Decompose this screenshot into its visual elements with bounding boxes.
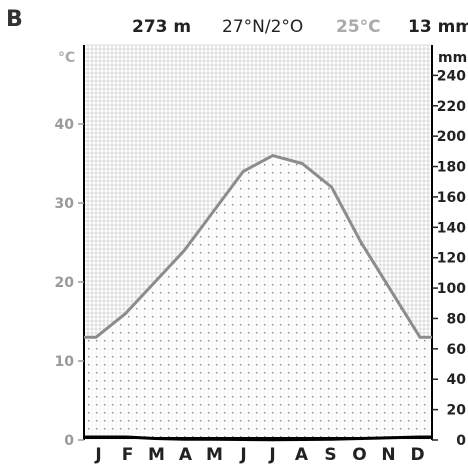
month-label: F [122,445,134,465]
precipitation-points [95,436,421,441]
precipitation-point [419,436,421,438]
temperature-point [419,336,421,339]
left-tick-label: 20 [55,275,75,291]
dry-season-area [84,155,432,440]
precipitation-point [389,436,392,439]
temperature-point [330,186,333,188]
temperature-point [301,162,303,165]
right-axis-ticks: 0 20 40 60 80 100 120 140 160 180 200 220 240 [432,68,466,449]
right-tick-label: 40 [447,372,467,388]
month-label: A [295,445,309,465]
temperature-line [84,153,432,339]
temperature-point [271,154,274,157]
coordinates-label: 27°N/2°O [222,17,303,37]
temperature-point [95,336,97,339]
left-axis-unit: °C [58,50,75,66]
right-tick-label: 240 [437,68,466,84]
right-tick-label: 220 [437,99,466,115]
month-label: J [94,445,101,465]
left-tick-label: 30 [55,196,75,212]
temperature-point [154,281,156,283]
month-label: A [179,445,193,465]
month-label: M [148,445,165,465]
temperature-point [183,249,186,252]
right-tick-label: 0 [456,433,466,449]
right-tick-label: 160 [437,190,466,206]
left-axis-ticks: 0 10 20 30 40 [55,117,84,449]
right-tick-label: 180 [437,160,466,176]
right-tick-label: 60 [447,342,467,358]
right-tick-label: 140 [437,220,466,236]
month-label: O [352,445,366,465]
precipitation-point [213,438,215,441]
dry-season-dots [88,164,426,438]
left-tick-label: 10 [55,354,75,370]
precipitation-point [183,438,186,441]
precipitation-point [95,436,97,438]
month-label: D [410,445,424,465]
temperature-point [213,210,215,212]
temperature-points [95,154,421,339]
right-tick-label: 200 [437,129,466,145]
elevation-label: 273 m [132,17,191,37]
left-tick-label: 40 [55,117,75,133]
dry-dot-pattern [88,164,426,438]
precipitation-point [330,438,333,441]
temperature-point [360,241,362,244]
right-axis-unit: mm [438,50,467,66]
chart-header: 273 m 27°N/2°O 25°C 13 mm [132,17,468,37]
month-label: M [206,445,223,465]
temperature-point [242,170,245,173]
right-tick-label: 100 [437,281,466,297]
temperature-point [124,312,127,315]
precipitation-point [301,438,303,441]
temperature-point [389,289,392,291]
precipitation-point [271,438,274,441]
panel-label: B [6,7,23,32]
left-tick-label: 0 [64,433,74,449]
precipitation-point [242,438,245,441]
annual-precipitation-label: 13 mm [408,17,468,37]
month-label: S [324,445,336,465]
precipitation-point [124,436,127,438]
precipitation-line [84,435,432,442]
right-tick-label: 120 [437,251,466,267]
mean-temperature-label: 25°C [336,17,381,37]
month-label: N [381,445,395,465]
month-label: J [268,445,275,465]
precipitation-point [360,437,362,440]
right-tick-label: 20 [447,403,467,419]
right-tick-label: 80 [447,311,467,327]
month-label: J [239,445,246,465]
precipitation-point [154,437,156,440]
